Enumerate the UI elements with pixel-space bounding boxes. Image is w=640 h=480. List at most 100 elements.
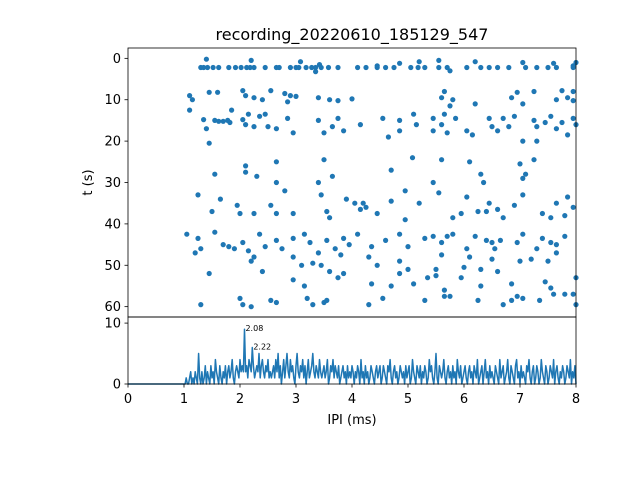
scatter-point: [363, 204, 369, 210]
scatter-point: [433, 273, 439, 279]
x-tick-label: 8: [572, 392, 580, 407]
scatter-point: [405, 266, 411, 272]
scatter-point: [301, 283, 307, 289]
scatter-point: [506, 124, 512, 130]
scatter-point: [472, 59, 478, 65]
scatter-point: [565, 132, 571, 138]
scatter-point: [268, 202, 274, 208]
scatter-point: [528, 256, 534, 262]
scatter-point: [237, 210, 243, 217]
scatter-point: [262, 111, 268, 117]
scatter-point: [497, 237, 503, 243]
scatter-point: [332, 246, 338, 252]
scatter-point: [304, 295, 310, 301]
y-axis-label: t (s): [81, 169, 96, 195]
scatter-point: [391, 64, 397, 71]
scatter-point: [204, 64, 211, 71]
scatter-point: [243, 93, 249, 99]
scatter-point: [343, 196, 349, 202]
scatter-point: [195, 192, 201, 198]
scatter-point: [321, 130, 327, 136]
scatter-point: [240, 88, 246, 94]
scatter-point: [329, 124, 335, 130]
scatter-point: [489, 256, 495, 262]
y-tick-label: 0: [113, 378, 121, 393]
scatter-point: [227, 119, 233, 126]
scatter-point: [273, 159, 279, 165]
scatter-point: [553, 97, 560, 103]
x-tick-label: 7: [516, 392, 524, 407]
scatter-point: [520, 59, 526, 66]
scatter-point: [553, 126, 560, 132]
scatter-point: [495, 128, 501, 134]
scatter-point: [259, 268, 265, 275]
scatter-point: [341, 270, 347, 277]
scatter-point: [570, 204, 576, 210]
scatter-point: [430, 115, 436, 121]
scatter-point: [486, 64, 492, 71]
scatter-point: [383, 237, 389, 243]
scatter-point: [217, 196, 223, 202]
scatter-point: [511, 202, 517, 208]
scatter-point: [209, 208, 215, 215]
scatter-point: [245, 248, 251, 254]
scatter-point: [553, 200, 560, 206]
scatter-point: [559, 88, 565, 94]
scatter-point: [531, 157, 537, 163]
scatter-point: [495, 64, 501, 71]
scatter-point: [500, 115, 506, 121]
scatter-point: [212, 117, 218, 123]
scatter-point: [388, 167, 394, 173]
scatter-point: [248, 304, 254, 310]
scatter-point: [397, 128, 403, 134]
scatter-point: [352, 200, 358, 206]
peak-annotation: 2.22: [253, 342, 271, 351]
scatter-point: [472, 101, 478, 107]
scatter-point: [436, 190, 442, 196]
scatter-point: [413, 122, 419, 128]
scatter-point: [411, 281, 417, 287]
scatter-point: [237, 295, 243, 301]
scatter-point: [523, 64, 529, 71]
scatter-point: [551, 291, 557, 297]
y-tick-label: 10: [104, 93, 121, 108]
scatter-point: [439, 252, 445, 258]
scatter-point: [548, 285, 554, 291]
scatter-point: [201, 64, 207, 71]
scatter-point: [366, 302, 372, 308]
scatter-point: [374, 210, 380, 217]
scatter-point: [478, 266, 484, 272]
scatter-point: [374, 63, 380, 69]
scatter-point: [534, 138, 540, 144]
scatter-point: [478, 64, 484, 71]
scatter-point: [335, 98, 341, 104]
scatter-point: [232, 64, 239, 71]
scatter-point: [425, 275, 431, 281]
scatter-point: [338, 252, 344, 258]
scatter-point: [380, 115, 386, 121]
scatter-point: [268, 88, 274, 94]
scatter-point: [409, 155, 416, 161]
raster-panel: 0 10 20 30 40 50 60: [104, 47, 579, 318]
scatter-point: [489, 124, 495, 130]
scatter-point: [327, 97, 333, 103]
scatter-point: [514, 89, 520, 95]
scatter-point: [553, 250, 560, 256]
scatter-point: [335, 275, 341, 281]
scatter-point: [287, 93, 293, 99]
scatter-point: [464, 246, 470, 252]
scatter-point: [562, 213, 568, 219]
y-tick-label: 10: [104, 317, 121, 332]
scatter-point: [475, 297, 481, 303]
scatter-point: [268, 297, 274, 303]
scatter-point: [321, 157, 327, 163]
scatter-point: [212, 229, 218, 235]
scatter-point: [388, 283, 394, 289]
scatter-point: [355, 64, 361, 71]
scatter-point: [251, 210, 257, 217]
scatter-point: [285, 115, 291, 121]
scatter-point: [357, 206, 363, 212]
scatter-point: [441, 111, 447, 117]
peak-annotation: 2.08: [245, 324, 263, 333]
scatter-point: [245, 111, 251, 117]
